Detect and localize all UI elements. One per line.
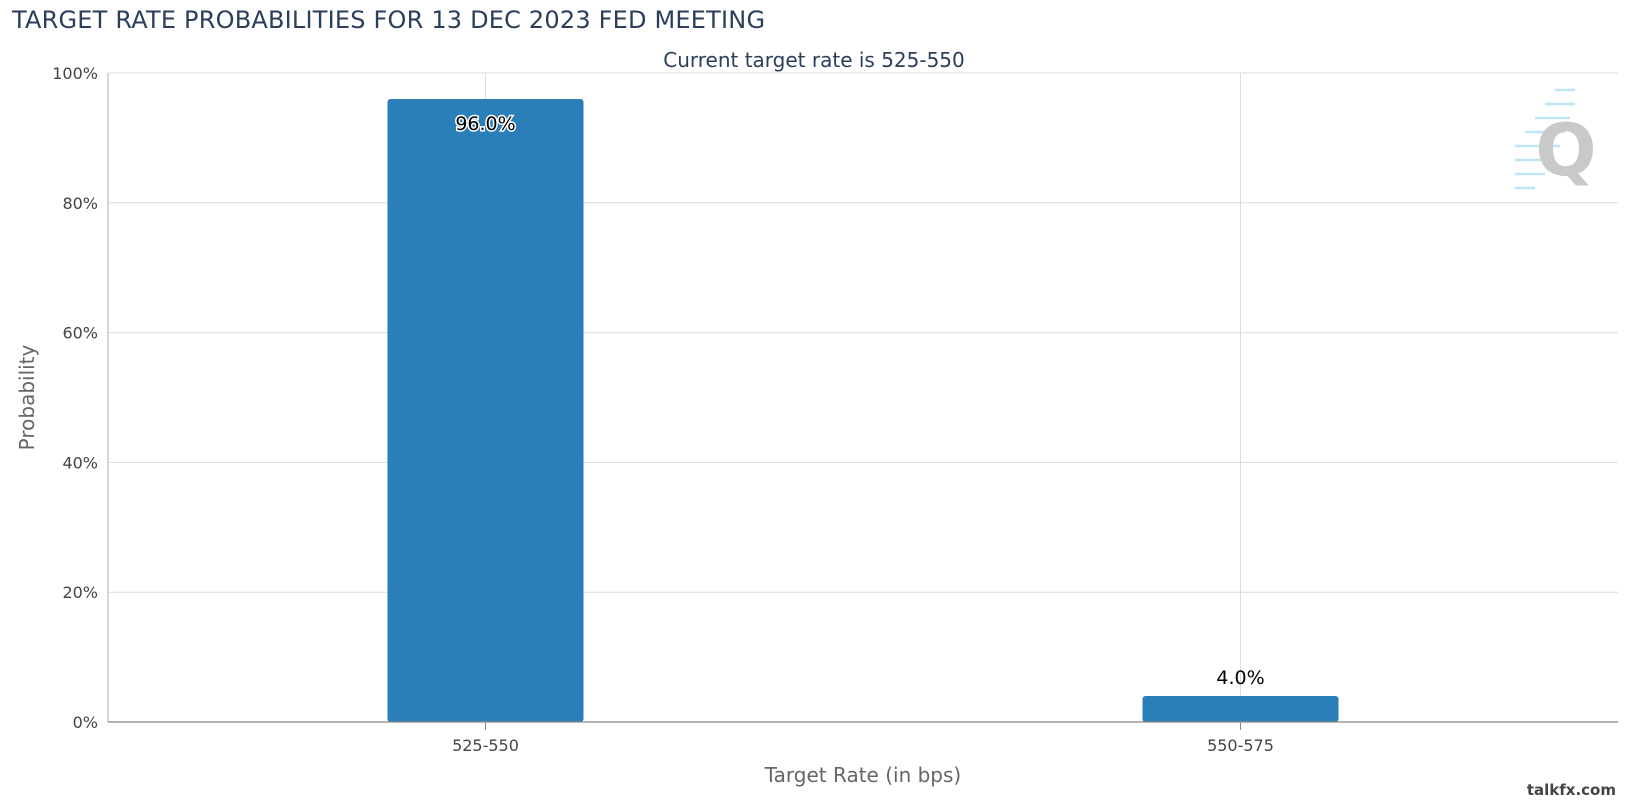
- y-tick-label: 80%: [62, 194, 98, 213]
- cme-fedwatch-q-logo-icon: Q: [1515, 88, 1597, 192]
- y-tick-label: 100%: [52, 64, 98, 83]
- gridlines: [108, 72, 1618, 722]
- watermark: talkfx.com: [1526, 781, 1616, 799]
- data-label: 96.0%: [455, 113, 515, 135]
- bar-550-575: [1142, 696, 1339, 722]
- y-tick-label: 20%: [62, 583, 98, 602]
- x-axis-title: Target Rate (in bps): [764, 763, 961, 787]
- y-tick-label: 0%: [73, 713, 98, 732]
- labels: 0% 20% 40% 60% 80% 100% 525-550 550-575 96.0% 4.0…: [15, 64, 1274, 787]
- axes: [107, 73, 1618, 730]
- chart-title: TARGET RATE PROBABILITIES FOR 13 DEC 202…: [12, 6, 766, 34]
- y-axis-title: Probability: [15, 344, 39, 450]
- y-tick-label: 40%: [62, 453, 98, 472]
- svg-text:Q: Q: [1535, 108, 1596, 192]
- y-tick-label: 60%: [62, 324, 98, 343]
- chart-subtitle: Current target rate is 525-550: [663, 48, 965, 72]
- bars: [387, 98, 1339, 722]
- data-label: 4.0%: [1216, 667, 1264, 689]
- x-tick-label: 525-550: [452, 736, 519, 755]
- x-tick-label: 550-575: [1207, 736, 1274, 755]
- bar-525-550: [387, 98, 584, 722]
